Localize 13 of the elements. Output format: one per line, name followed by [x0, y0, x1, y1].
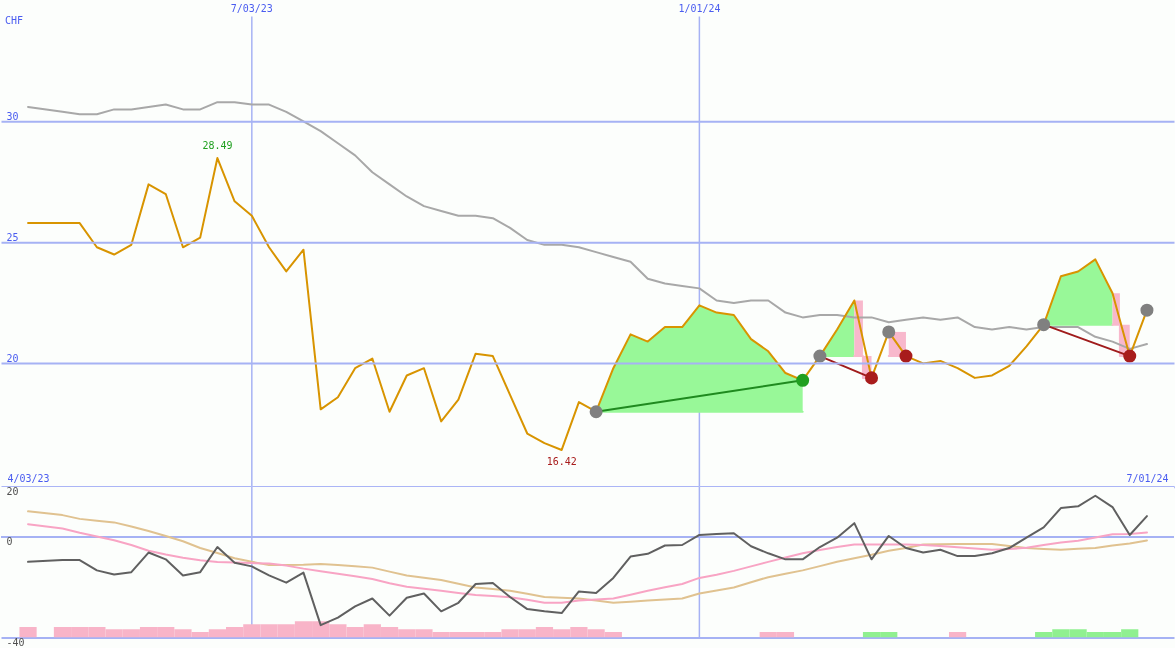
x-tick-label: 4/03/23: [7, 473, 50, 485]
annotation: 16.42: [546, 455, 577, 467]
annotation: 28.49: [202, 140, 233, 152]
y-tick-label: 25: [6, 231, 19, 243]
x2-tick-label: 1/01/24: [678, 2, 721, 14]
y-tick-label: 0: [6, 536, 13, 548]
x2-tick-label: 7/03/23: [230, 2, 273, 14]
y-axis-title: CHF: [4, 14, 24, 26]
x-tick-label: 7/01/24: [1126, 473, 1169, 485]
y-tick-label: 20: [6, 352, 19, 364]
y-tick-label: 30: [6, 110, 19, 122]
y-tick-label: -40: [6, 636, 25, 648]
y-tick-label: 20: [6, 486, 19, 498]
